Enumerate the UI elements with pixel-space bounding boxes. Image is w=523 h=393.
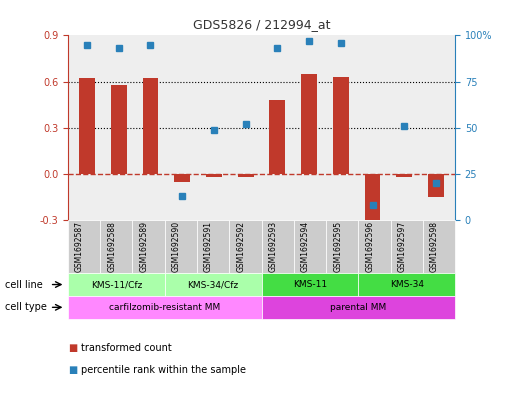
Text: GSM1692597: GSM1692597 [397, 221, 407, 272]
Bar [206, 174, 222, 177]
Text: KMS-34/Cfz: KMS-34/Cfz [188, 280, 238, 289]
Text: GSM1692587: GSM1692587 [75, 221, 84, 272]
Text: GSM1692590: GSM1692590 [172, 221, 181, 272]
Text: ■: ■ [68, 365, 77, 375]
Text: GSM1692594: GSM1692594 [301, 221, 310, 272]
Text: ■: ■ [68, 343, 77, 353]
Text: GSM1692595: GSM1692595 [333, 221, 342, 272]
Text: GSM1692591: GSM1692591 [204, 221, 213, 272]
Bar [333, 77, 349, 174]
Text: KMS-11/Cfz: KMS-11/Cfz [90, 280, 142, 289]
Bar [111, 84, 127, 174]
Bar [79, 79, 95, 174]
Text: GSM1692598: GSM1692598 [430, 221, 439, 272]
Bar [301, 74, 317, 174]
Text: KMS-11: KMS-11 [293, 280, 327, 289]
Text: cell line: cell line [5, 279, 43, 290]
Text: GSM1692592: GSM1692592 [236, 221, 245, 272]
Bar [269, 100, 285, 174]
Bar [365, 174, 380, 220]
Text: KMS-34: KMS-34 [390, 280, 424, 289]
Text: GSM1692589: GSM1692589 [140, 221, 149, 272]
Bar [174, 174, 190, 182]
Text: transformed count: transformed count [81, 343, 172, 353]
Text: percentile rank within the sample: percentile rank within the sample [81, 365, 246, 375]
Bar [143, 79, 158, 174]
Bar [428, 174, 444, 197]
Bar [238, 174, 254, 177]
Text: GDS5826 / 212994_at: GDS5826 / 212994_at [193, 18, 330, 31]
Text: GSM1692588: GSM1692588 [107, 221, 116, 272]
Text: carfilzomib-resistant MM: carfilzomib-resistant MM [109, 303, 220, 312]
Text: GSM1692596: GSM1692596 [366, 221, 374, 272]
Text: parental MM: parental MM [330, 303, 386, 312]
Text: GSM1692593: GSM1692593 [269, 221, 278, 272]
Bar [396, 174, 412, 177]
Text: cell type: cell type [5, 302, 47, 312]
